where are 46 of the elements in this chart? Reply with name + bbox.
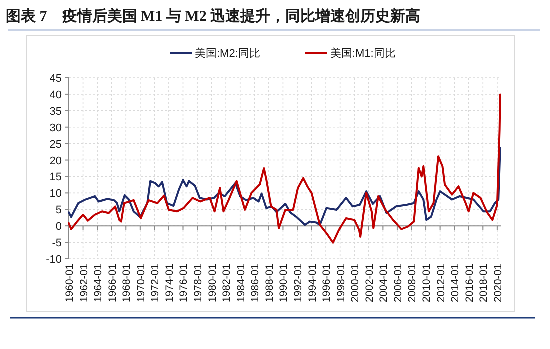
x-tick-label: 1972-01 xyxy=(150,264,162,303)
x-tick-label: 1998-01 xyxy=(335,264,348,303)
y-tick-label: 35 xyxy=(50,106,62,118)
x-tick-label: 1984-01 xyxy=(235,264,248,303)
y-tick-label: 30 xyxy=(50,122,62,134)
y-tick-label: -10 xyxy=(46,254,62,266)
x-tick-label: 1962-01 xyxy=(78,264,90,303)
y-tick-label: 10 xyxy=(50,188,62,200)
y-tick-label: 15 xyxy=(50,172,62,184)
x-tick-label: 2002-01 xyxy=(364,264,376,303)
x-tick-label: 2012-01 xyxy=(435,264,448,303)
y-tick-label: 20 xyxy=(50,155,62,168)
legend-label: 美国:M2:同比 xyxy=(195,47,260,60)
x-tick-label: 2014-01 xyxy=(450,264,462,303)
x-tick-label: 1990-01 xyxy=(278,264,290,303)
x-tick-label: 1960-01 xyxy=(64,264,76,303)
y-tick-label: 25 xyxy=(50,138,62,151)
x-tick-label: 2004-01 xyxy=(378,264,390,303)
x-tick-label: 1976-01 xyxy=(178,264,190,303)
y-tick-label: 45 xyxy=(50,73,62,85)
y-tick-label: -5 xyxy=(52,238,62,250)
x-tick-label: 1978-01 xyxy=(192,264,205,303)
x-tick-label: 1980-01 xyxy=(206,264,219,303)
x-tick-label: 2000-01 xyxy=(350,264,362,303)
x-tick-label: 1982-01 xyxy=(221,264,234,303)
x-tick-label: 1968-01 xyxy=(121,264,134,303)
y-tick-label: 40 xyxy=(50,89,62,102)
x-tick-label: 1974-01 xyxy=(164,264,176,303)
x-tick-label: 2008-01 xyxy=(406,264,419,303)
y-tick-label: 5 xyxy=(56,204,62,217)
legend-label: 美国:M1:同比 xyxy=(330,47,396,60)
x-tick-label: 1988-01 xyxy=(264,264,276,303)
x-tick-label: 2006-01 xyxy=(392,264,404,303)
x-tick-label: 1994-01 xyxy=(306,264,319,303)
x-tick-label: 1996-01 xyxy=(321,264,334,303)
chart-title: 图表 7 疫情后美国 M1 与 M2 迅速提升，同比增速创历史新高 xyxy=(6,7,421,25)
x-tick-label: 2018-01 xyxy=(478,264,490,303)
x-tick-label: 1970-01 xyxy=(135,264,148,303)
x-tick-label: 2010-01 xyxy=(421,264,434,303)
x-tick-label: 1992-01 xyxy=(292,264,304,303)
x-tick-label: 1966-01 xyxy=(106,264,119,303)
x-tick-label: 2016-01 xyxy=(464,264,476,303)
y-tick-label: 0 xyxy=(56,221,62,234)
x-tick-label: 2020-01 xyxy=(492,264,504,303)
x-tick-label: 1986-01 xyxy=(250,264,262,303)
x-tick-label: 1964-01 xyxy=(92,264,105,303)
